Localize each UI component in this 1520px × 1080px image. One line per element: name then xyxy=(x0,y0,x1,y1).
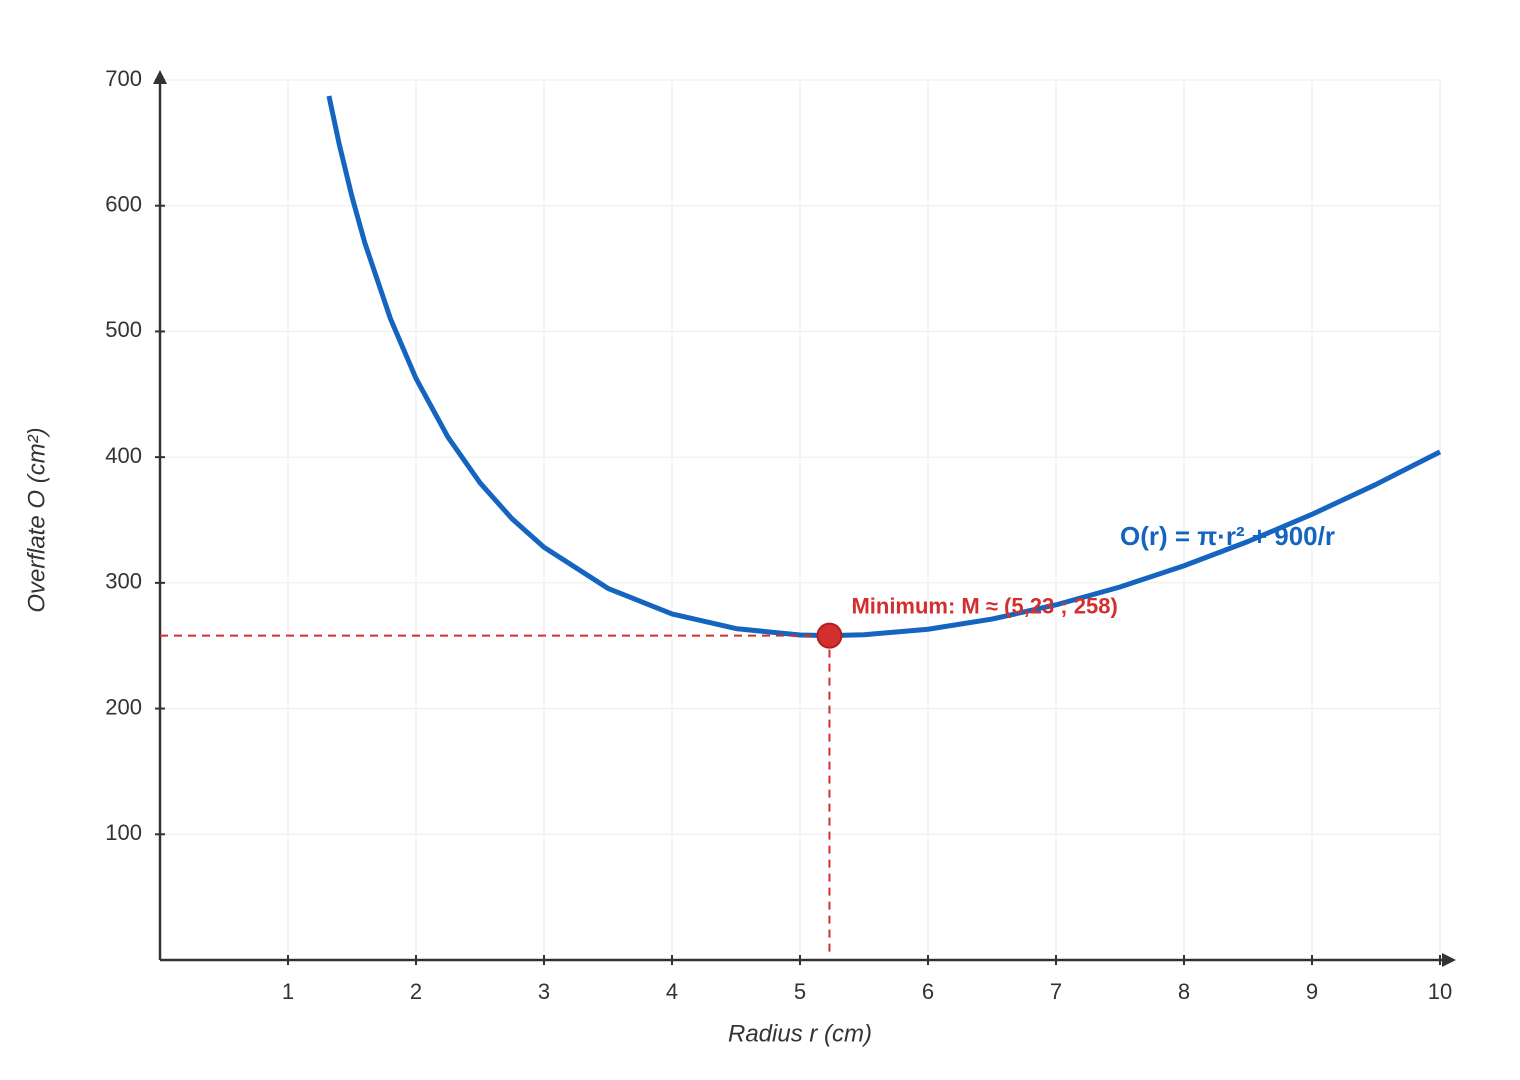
x-tick-label: 10 xyxy=(1428,979,1452,1004)
x-axis-arrow xyxy=(1442,953,1456,967)
x-tick-label: 7 xyxy=(1050,979,1062,1004)
y-tick-label: 200 xyxy=(105,694,142,719)
x-tick-label: 5 xyxy=(794,979,806,1004)
y-tick-label: 600 xyxy=(105,192,142,217)
x-tick-label: 8 xyxy=(1178,979,1190,1004)
minimum-point xyxy=(816,622,843,649)
y-axis-label: Overflate O (cm²) xyxy=(23,427,50,612)
x-tick-label: 2 xyxy=(410,979,422,1004)
curve-label: O(r) = π·r² + 900/r xyxy=(1120,521,1335,551)
x-axis-label: Radius r (cm) xyxy=(728,1020,872,1047)
y-tick-label: 400 xyxy=(105,443,142,468)
x-tick-label: 4 xyxy=(666,979,678,1004)
y-axis-arrow xyxy=(153,70,167,84)
minimum-label: Minimum: M ≈ (5,23 ; 258) xyxy=(851,593,1117,618)
x-tick-label: 1 xyxy=(282,979,294,1004)
y-tick-label: 300 xyxy=(105,569,142,594)
y-tick-label: 700 xyxy=(105,66,142,91)
y-tick-label: 500 xyxy=(105,317,142,342)
x-tick-label: 9 xyxy=(1306,979,1318,1004)
x-tick-label: 3 xyxy=(538,979,550,1004)
x-tick-label: 6 xyxy=(922,979,934,1004)
curve xyxy=(326,95,1442,639)
y-tick-label: 100 xyxy=(105,820,142,845)
